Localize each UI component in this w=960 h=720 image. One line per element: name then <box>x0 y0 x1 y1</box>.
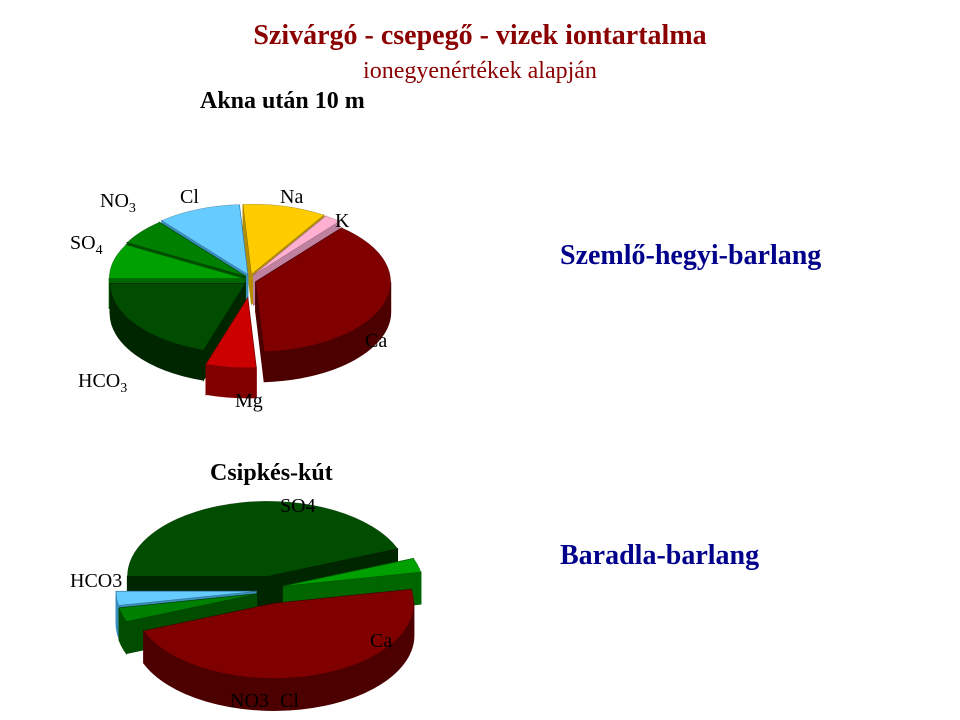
pie-chart-bottom <box>0 0 960 720</box>
slice-label-Ca: Ca <box>370 630 392 653</box>
slice-label-HCO3: HCO3 <box>70 570 122 593</box>
slice-label-SO4: SO4 <box>280 495 316 518</box>
slice-label-Na: Na <box>280 186 303 209</box>
slice-label-Cl: Cl <box>280 690 299 713</box>
slice-label-HCO3: HCO3 <box>78 370 127 397</box>
slice-label-K: K <box>335 210 349 233</box>
slice-label-Ca: Ca <box>365 330 387 353</box>
slice-label-SO4: SO4 <box>70 232 103 259</box>
chart-bottom-title: Csipkés-kút <box>210 460 333 487</box>
slice-label-Mg: Mg <box>235 390 263 413</box>
slice-label-NO3: NO3 <box>100 190 136 217</box>
slice-label-NO3: NO3 <box>230 690 269 713</box>
slice-label-Cl: Cl <box>180 186 199 209</box>
